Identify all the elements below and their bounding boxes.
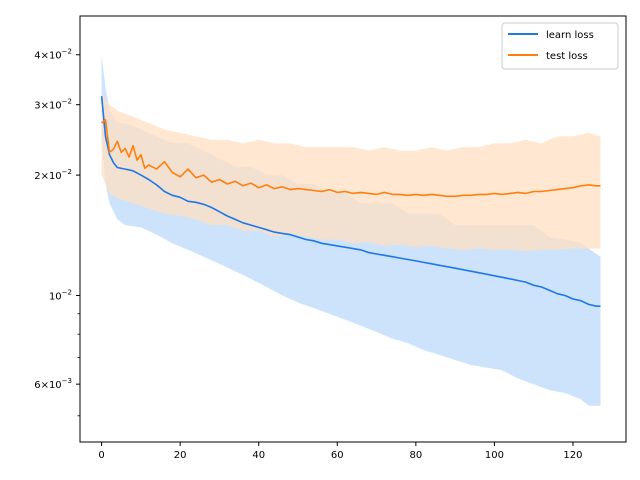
y-axis: 6×10−3 10−2 2×10−2 3×10−2 4×10−2 (34, 48, 80, 417)
x-axis: 0 20 40 60 80 100 120 (98, 442, 583, 461)
error-bands (101, 54, 601, 406)
x-tick-label: 20 (174, 450, 187, 461)
legend: learn loss test loss (501, 22, 619, 70)
legend-label-test-loss: test loss (546, 51, 588, 62)
x-tick-label: 120 (563, 450, 582, 461)
x-tick-label: 40 (252, 450, 265, 461)
plot-frame (79, 15, 627, 443)
x-tick-label: 60 (331, 450, 344, 461)
y-tick-label: 10−2 (49, 288, 72, 302)
y-tick-label: 3×10−2 (34, 98, 72, 112)
x-tick-label: 100 (485, 450, 504, 461)
y-tick-label: 4×10−2 (34, 48, 72, 62)
band-test-loss (101, 93, 601, 252)
y-tick-label: 2×10−2 (34, 168, 72, 182)
series-lines (100, 96, 601, 307)
line-learn-loss (100, 96, 601, 307)
legend-label-learn-loss: learn loss (546, 30, 594, 41)
x-tick-label: 80 (409, 450, 422, 461)
x-tick-label: 0 (98, 450, 104, 461)
line-test-loss (101, 119, 601, 198)
y-tick-label: 6×10−3 (34, 377, 72, 391)
